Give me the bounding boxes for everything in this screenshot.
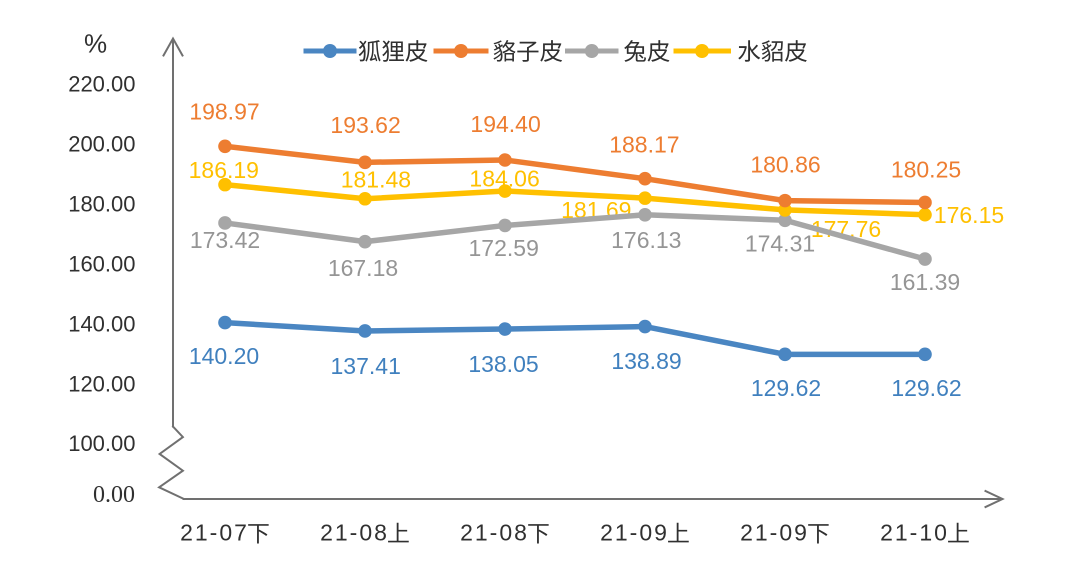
svg-text:198.97: 198.97 <box>189 99 259 125</box>
svg-text:180.00: 180.00 <box>68 192 135 217</box>
svg-text:138.05: 138.05 <box>468 351 538 377</box>
svg-text:100.00: 100.00 <box>68 431 135 456</box>
svg-text:173.42: 173.42 <box>190 227 260 253</box>
svg-text:220.00: 220.00 <box>68 72 135 97</box>
svg-text:174.31: 174.31 <box>745 231 815 257</box>
svg-text:160.00: 160.00 <box>68 252 135 277</box>
svg-text:188.17: 188.17 <box>609 131 679 157</box>
svg-text:129.62: 129.62 <box>891 375 961 401</box>
svg-text:200.00: 200.00 <box>68 132 135 157</box>
svg-text:161.39: 161.39 <box>890 269 960 295</box>
svg-text:129.62: 129.62 <box>751 375 821 401</box>
svg-text:176.13: 176.13 <box>611 227 681 253</box>
svg-text:176.15: 176.15 <box>934 202 1004 228</box>
svg-text:21-08: 21-08 <box>320 520 389 546</box>
svg-text:21-09: 21-09 <box>740 520 809 546</box>
svg-text:0.00: 0.00 <box>93 482 135 508</box>
svg-text:194.40: 194.40 <box>470 111 540 137</box>
svg-text:172.59: 172.59 <box>469 235 539 261</box>
svg-text:138.89: 138.89 <box>611 348 681 374</box>
svg-text:137.41: 137.41 <box>331 353 401 379</box>
svg-text:%: % <box>84 29 107 59</box>
svg-text:180.25: 180.25 <box>891 157 961 183</box>
svg-text:21-07: 21-07 <box>180 520 249 546</box>
svg-text:180.86: 180.86 <box>750 152 820 178</box>
svg-text:181.48: 181.48 <box>341 167 411 193</box>
svg-text:21-09: 21-09 <box>600 520 669 546</box>
svg-text:21-10: 21-10 <box>880 520 949 546</box>
svg-text:167.18: 167.18 <box>328 255 398 281</box>
svg-text:21-08: 21-08 <box>460 520 529 546</box>
svg-text:120.00: 120.00 <box>68 372 135 397</box>
svg-text:193.62: 193.62 <box>330 112 400 138</box>
svg-text:140.20: 140.20 <box>189 343 259 369</box>
svg-text:140.00: 140.00 <box>68 312 135 337</box>
